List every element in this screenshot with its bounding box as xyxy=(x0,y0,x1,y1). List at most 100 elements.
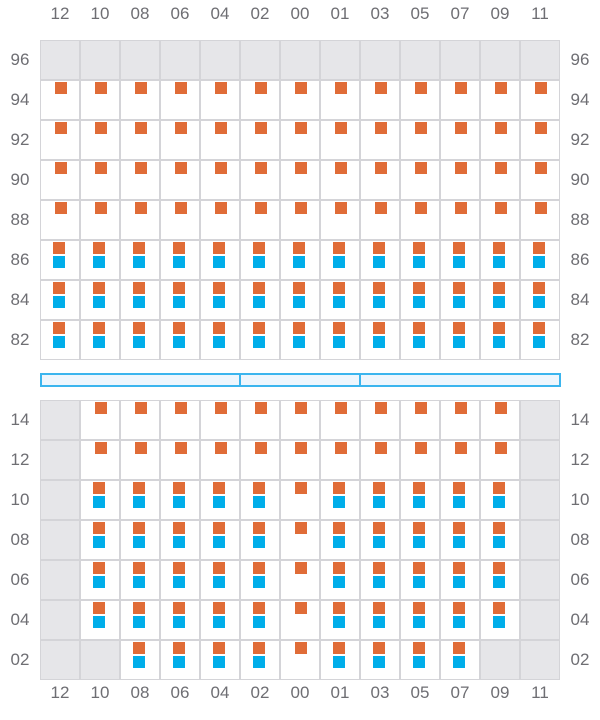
seat-cell[interactable] xyxy=(120,560,160,600)
seat-cell[interactable] xyxy=(280,280,320,320)
seat-cell[interactable] xyxy=(400,480,440,520)
seat-cell[interactable] xyxy=(400,400,440,440)
seat-cell[interactable] xyxy=(80,80,120,120)
seat-cell[interactable] xyxy=(120,120,160,160)
seat-cell[interactable] xyxy=(200,120,240,160)
seat-cell[interactable] xyxy=(240,80,280,120)
seat-cell[interactable] xyxy=(360,640,400,680)
seat-cell[interactable] xyxy=(200,280,240,320)
seat-cell[interactable] xyxy=(440,440,480,480)
seat-cell[interactable] xyxy=(520,320,560,360)
seat-cell[interactable] xyxy=(520,160,560,200)
seat-cell[interactable] xyxy=(480,160,520,200)
seat-cell[interactable] xyxy=(160,480,200,520)
seat-cell[interactable] xyxy=(120,280,160,320)
seat-cell[interactable] xyxy=(160,240,200,280)
seat-cell[interactable] xyxy=(240,120,280,160)
seat-cell[interactable] xyxy=(480,320,520,360)
seat-cell[interactable] xyxy=(200,320,240,360)
seat-cell[interactable] xyxy=(480,240,520,280)
seat-cell[interactable] xyxy=(160,640,200,680)
seat-cell[interactable] xyxy=(400,440,440,480)
seat-cell[interactable] xyxy=(480,200,520,240)
seat-cell[interactable] xyxy=(320,200,360,240)
seat-cell[interactable] xyxy=(480,600,520,640)
seat-cell[interactable] xyxy=(440,640,480,680)
seat-cell[interactable] xyxy=(200,200,240,240)
seat-cell[interactable] xyxy=(40,80,80,120)
seat-cell[interactable] xyxy=(240,400,280,440)
seat-cell[interactable] xyxy=(400,240,440,280)
seat-cell[interactable] xyxy=(400,200,440,240)
seat-cell[interactable] xyxy=(240,440,280,480)
seat-cell[interactable] xyxy=(360,600,400,640)
seat-cell[interactable] xyxy=(360,160,400,200)
seat-cell[interactable] xyxy=(120,480,160,520)
seat-cell[interactable] xyxy=(440,200,480,240)
seat-cell[interactable] xyxy=(320,160,360,200)
seat-cell[interactable] xyxy=(440,240,480,280)
seat-cell[interactable] xyxy=(360,440,400,480)
seat-cell[interactable] xyxy=(280,480,320,520)
seat-cell[interactable] xyxy=(160,120,200,160)
seat-cell[interactable] xyxy=(200,640,240,680)
seat-cell[interactable] xyxy=(120,640,160,680)
seat-cell[interactable] xyxy=(80,600,120,640)
seat-cell[interactable] xyxy=(480,400,520,440)
seat-cell[interactable] xyxy=(320,280,360,320)
seat-cell[interactable] xyxy=(280,440,320,480)
seat-cell[interactable] xyxy=(40,120,80,160)
seat-cell[interactable] xyxy=(520,280,560,320)
seat-cell[interactable] xyxy=(160,600,200,640)
seat-cell[interactable] xyxy=(40,280,80,320)
seat-cell[interactable] xyxy=(320,480,360,520)
seat-cell[interactable] xyxy=(280,200,320,240)
seat-cell[interactable] xyxy=(40,320,80,360)
seat-cell[interactable] xyxy=(160,520,200,560)
seat-cell[interactable] xyxy=(440,600,480,640)
seat-cell[interactable] xyxy=(240,320,280,360)
seat-cell[interactable] xyxy=(320,80,360,120)
seat-cell[interactable] xyxy=(440,280,480,320)
seat-cell[interactable] xyxy=(360,560,400,600)
seat-cell[interactable] xyxy=(200,480,240,520)
seat-cell[interactable] xyxy=(480,520,520,560)
seat-cell[interactable] xyxy=(240,480,280,520)
seat-cell[interactable] xyxy=(400,600,440,640)
seat-cell[interactable] xyxy=(200,440,240,480)
seat-cell[interactable] xyxy=(200,160,240,200)
seat-cell[interactable] xyxy=(360,80,400,120)
seat-cell[interactable] xyxy=(80,520,120,560)
seat-cell[interactable] xyxy=(520,240,560,280)
seat-cell[interactable] xyxy=(440,80,480,120)
seat-cell[interactable] xyxy=(160,160,200,200)
seat-cell[interactable] xyxy=(320,320,360,360)
seat-cell[interactable] xyxy=(280,160,320,200)
seat-cell[interactable] xyxy=(120,80,160,120)
seat-cell[interactable] xyxy=(160,560,200,600)
seat-cell[interactable] xyxy=(480,80,520,120)
seat-cell[interactable] xyxy=(440,320,480,360)
seat-cell[interactable] xyxy=(240,600,280,640)
seat-cell[interactable] xyxy=(400,80,440,120)
seat-cell[interactable] xyxy=(80,240,120,280)
seat-cell[interactable] xyxy=(120,160,160,200)
seat-cell[interactable] xyxy=(280,120,320,160)
seat-cell[interactable] xyxy=(520,200,560,240)
seat-cell[interactable] xyxy=(80,160,120,200)
seat-cell[interactable] xyxy=(160,440,200,480)
seat-cell[interactable] xyxy=(120,200,160,240)
seat-cell[interactable] xyxy=(80,440,120,480)
seat-cell[interactable] xyxy=(160,400,200,440)
seat-cell[interactable] xyxy=(160,80,200,120)
seat-cell[interactable] xyxy=(480,560,520,600)
seat-cell[interactable] xyxy=(120,240,160,280)
seat-cell[interactable] xyxy=(240,160,280,200)
seat-cell[interactable] xyxy=(320,640,360,680)
seat-cell[interactable] xyxy=(440,520,480,560)
seat-cell[interactable] xyxy=(240,200,280,240)
seat-cell[interactable] xyxy=(320,400,360,440)
seat-cell[interactable] xyxy=(160,280,200,320)
seat-cell[interactable] xyxy=(360,400,400,440)
seat-cell[interactable] xyxy=(80,560,120,600)
